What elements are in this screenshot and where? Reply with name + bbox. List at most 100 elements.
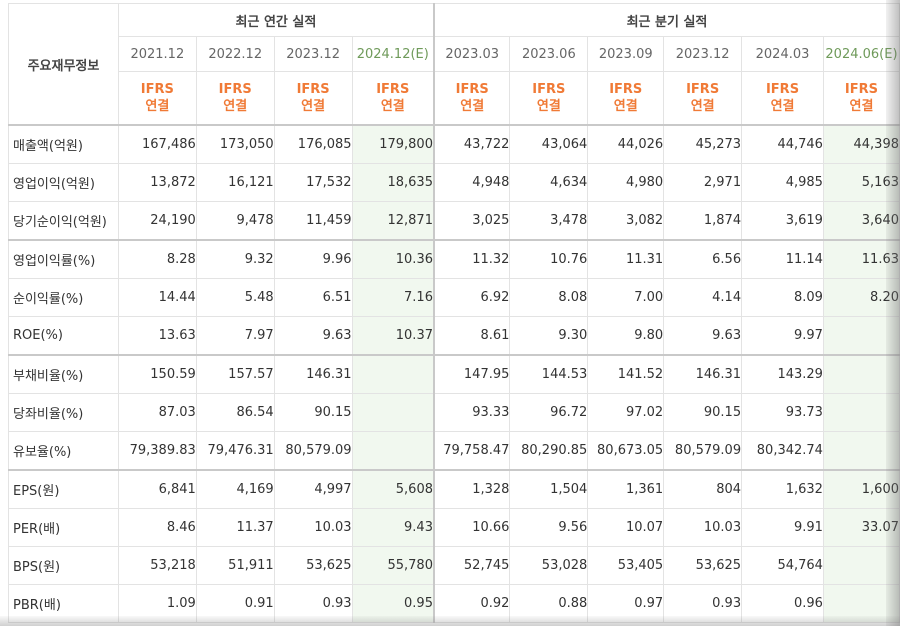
table-cell: 44,746: [741, 124, 824, 164]
annual-group-header: 최근 연간 실적: [117, 3, 435, 37]
table-cell: 9.30: [509, 316, 589, 356]
table-cell: 43,064: [509, 124, 589, 164]
table-cell: [822, 354, 900, 394]
table-cell: 11.14: [741, 239, 824, 279]
table-cell: 90.15: [273, 393, 353, 432]
table-cell: 10.36: [351, 239, 435, 279]
table-cell: 86.54: [195, 393, 275, 432]
row-label: 영업이익(억원): [8, 163, 119, 202]
table-cell: 9,478: [195, 201, 275, 241]
table-cell: 4,980: [587, 163, 665, 202]
table-cell: [822, 316, 900, 356]
table-cell: 5,608: [351, 469, 435, 509]
table-cell: 5.48: [195, 278, 275, 317]
table-cell: 8.46: [117, 508, 197, 547]
table-cell: 4,948: [432, 163, 511, 202]
table-cell: 1,328: [432, 469, 511, 509]
table-cell: 2,971: [663, 163, 743, 202]
table-cell: 3,025: [432, 201, 511, 241]
table-cell: 7.00: [587, 278, 665, 317]
table-cell: 11.32: [432, 239, 511, 279]
ifrs-consolidated-label: IFRS 연결: [741, 71, 824, 126]
table-cell: 10.66: [432, 508, 511, 547]
financial-table-body: 매출액(억원) 167,486 173,050 176,085 179,800 43,72…: [8, 124, 900, 623]
period-header: 2024.12(E): [351, 36, 435, 72]
table-cell: 93.33: [432, 393, 511, 432]
table-cell: 17,532: [273, 163, 353, 202]
table-cell: 6.51: [273, 278, 353, 317]
period-header: 2023.12: [273, 36, 353, 72]
table-cell: 1,361: [587, 469, 665, 509]
period-header: 2022.12: [195, 36, 275, 72]
ifrs-consolidated-label: IFRS 연결: [509, 71, 589, 126]
table-row: 부채비율(%) 150.59 157.57 146.31 147.95 144.53 141…: [8, 354, 900, 394]
row-label: PBR(배): [8, 584, 119, 623]
table-cell: 176,085: [273, 124, 353, 164]
table-cell: 3,082: [587, 201, 665, 241]
table-cell: 0.93: [273, 584, 353, 623]
table-cell: 4.14: [663, 278, 743, 317]
consolidated-label: 연결: [613, 99, 638, 114]
table-cell: 7.16: [351, 278, 435, 317]
table-cell: 1,632: [741, 469, 824, 509]
table-cell: 3,478: [509, 201, 589, 241]
table-cell: 4,985: [741, 163, 824, 202]
table-cell: 44,026: [587, 124, 665, 164]
table-row: 순이익률(%) 14.44 5.48 6.51 7.16 6.92 8.08 7.00 4.14…: [8, 278, 900, 317]
table-cell: 0.93: [663, 584, 743, 623]
table-cell: 16,121: [195, 163, 275, 202]
consolidated-label: 연결: [223, 99, 248, 114]
table-cell: 87.03: [117, 393, 197, 432]
consolidated-label: 연결: [301, 99, 326, 114]
table-cell: 80,579.09: [273, 431, 353, 471]
table-cell: 79,476.31: [195, 431, 275, 471]
ifrs-label: IFRS: [532, 82, 566, 97]
table-cell: 0.91: [195, 584, 275, 623]
table-cell: 9.63: [273, 316, 353, 356]
table-row: BPS(원) 53,218 51,911 53,625 55,780 52,745 53,0…: [8, 546, 900, 585]
ifrs-consolidated-label: IFRS 연결: [432, 71, 511, 126]
table-cell: 10.37: [351, 316, 435, 356]
table-cell: 18,635: [351, 163, 435, 202]
ifrs-label: IFRS: [455, 82, 489, 97]
table-cell: 3,619: [741, 201, 824, 241]
table-cell: 1,504: [509, 469, 589, 509]
label-column-header: 주요재무정보: [8, 3, 119, 126]
row-label: 매출액(억원): [8, 124, 119, 164]
table-cell: 8.08: [509, 278, 589, 317]
ifrs-label: IFRS: [765, 82, 800, 97]
table-cell: 14.44: [117, 278, 197, 317]
ifrs-label: IFRS: [844, 82, 879, 97]
ifrs-consolidated-label: IFRS 연결: [273, 71, 353, 126]
table-cell: 150.59: [117, 354, 197, 394]
table-cell: 45,273: [663, 124, 743, 164]
table-row: EPS(원) 6,841 4,169 4,997 5,608 1,328 1,504 1,36…: [8, 469, 900, 509]
table-cell: 143.29: [741, 354, 824, 394]
table-cell: 24,190: [117, 201, 197, 241]
table-cell: 10.03: [663, 508, 743, 547]
ifrs-consolidated-label: IFRS 연결: [822, 71, 900, 126]
table-cell: 9.32: [195, 239, 275, 279]
table-cell: 9.56: [509, 508, 589, 547]
table-row: 영업이익(억원) 13,872 16,121 17,532 18,635 4,948 4,6…: [8, 163, 900, 202]
consolidated-label: 연결: [460, 99, 485, 114]
consolidated-label: 연결: [145, 99, 170, 114]
table-row: 유보율(%) 79,389.83 79,476.31 80,579.09 79,758.…: [8, 431, 900, 471]
table-cell: 9.63: [663, 316, 743, 356]
ifrs-consolidated-label: IFRS 연결: [195, 71, 275, 126]
ifrs-label: IFRS: [296, 82, 330, 97]
table-cell: 0.95: [351, 584, 435, 623]
table-cell: 9.91: [741, 508, 824, 547]
consolidated-label: 연결: [849, 99, 874, 114]
row-label: PER(배): [8, 508, 119, 547]
table-row: 당좌비율(%) 87.03 86.54 90.15 93.33 96.72 97.02 90.…: [8, 393, 900, 432]
table-cell: 13,872: [117, 163, 197, 202]
table-cell: 0.92: [432, 584, 511, 623]
row-label: EPS(원): [8, 469, 119, 509]
ifrs-consolidated-label: IFRS 연결: [117, 71, 197, 126]
table-cell: 10.76: [509, 239, 589, 279]
table-cell: 804: [663, 469, 743, 509]
table-cell: 11,459: [273, 201, 353, 241]
table-cell: 8.61: [432, 316, 511, 356]
